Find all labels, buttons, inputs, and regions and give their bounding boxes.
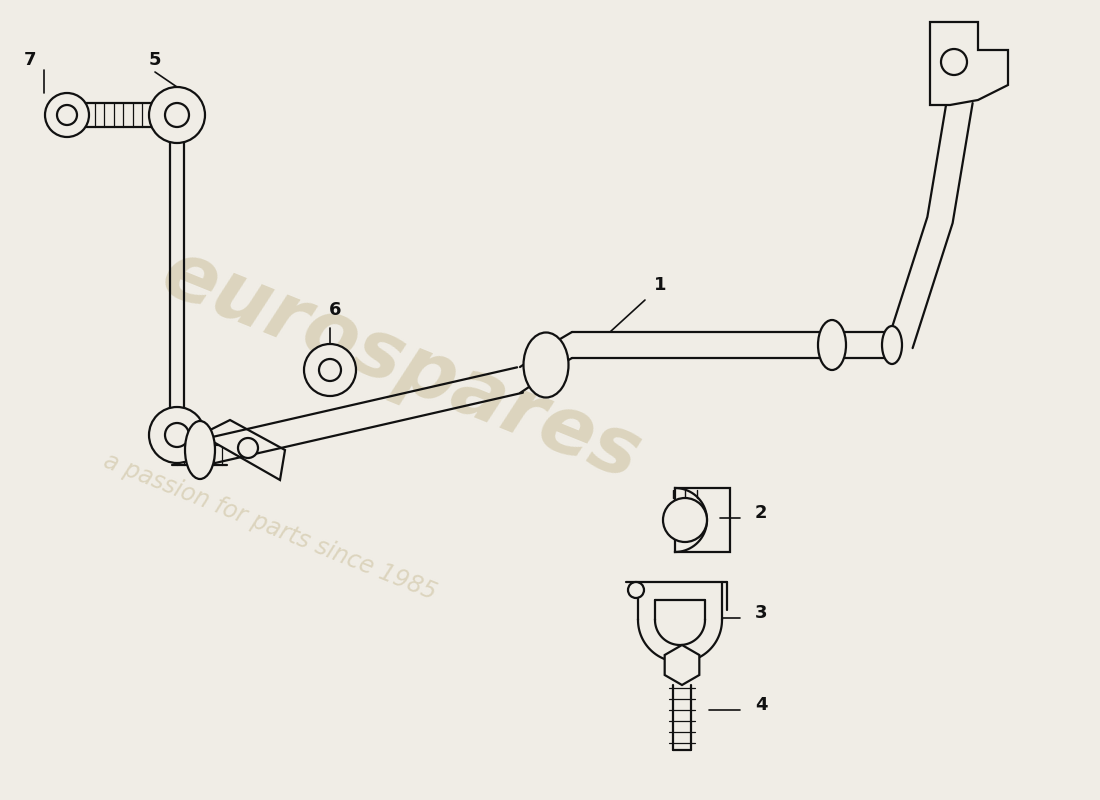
- Circle shape: [148, 87, 205, 143]
- Polygon shape: [210, 420, 285, 480]
- Circle shape: [57, 105, 77, 125]
- Circle shape: [165, 103, 189, 127]
- Polygon shape: [664, 645, 700, 685]
- Text: 6: 6: [329, 301, 341, 319]
- Text: eurospares: eurospares: [150, 234, 651, 497]
- Circle shape: [319, 359, 341, 381]
- Circle shape: [940, 49, 967, 75]
- Ellipse shape: [882, 326, 902, 364]
- Circle shape: [165, 423, 189, 447]
- Text: a passion for parts since 1985: a passion for parts since 1985: [100, 449, 440, 605]
- Text: 5: 5: [148, 51, 162, 69]
- Ellipse shape: [185, 421, 214, 479]
- Circle shape: [148, 407, 205, 463]
- Circle shape: [628, 582, 643, 598]
- Text: 7: 7: [24, 51, 36, 69]
- Text: 2: 2: [755, 504, 768, 522]
- Ellipse shape: [818, 320, 846, 370]
- FancyBboxPatch shape: [675, 488, 730, 552]
- Text: 4: 4: [755, 696, 768, 714]
- Text: 1: 1: [653, 276, 667, 294]
- Circle shape: [238, 438, 258, 458]
- Circle shape: [304, 344, 356, 396]
- Polygon shape: [930, 22, 1008, 105]
- Ellipse shape: [524, 333, 569, 398]
- Text: 3: 3: [755, 604, 768, 622]
- Circle shape: [45, 93, 89, 137]
- Circle shape: [663, 498, 707, 542]
